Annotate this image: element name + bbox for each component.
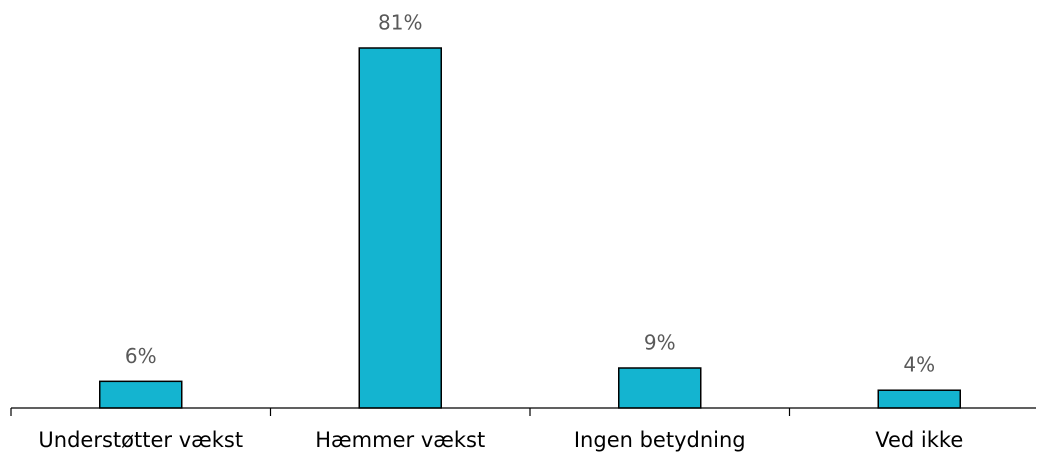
bar [877,389,961,409]
bar [358,47,442,409]
value-label: 4% [903,353,935,377]
x-tick-label: Understøtter vækst [38,428,243,452]
value-label: 9% [644,331,676,355]
value-label: 6% [125,344,157,368]
bar [618,367,702,409]
x-tick-label: Ingen betydning [574,428,746,452]
x-tick-label: Hæmmer vækst [315,428,485,452]
x-tick-label: Ved ikke [875,428,963,452]
bar [99,380,183,409]
value-label: 81% [378,11,422,35]
